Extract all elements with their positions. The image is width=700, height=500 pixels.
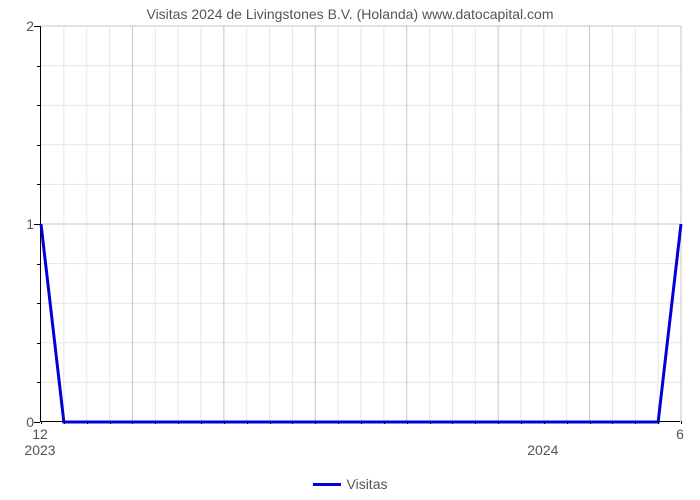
y-minor-tick-mark — [37, 105, 40, 106]
x-minor-tick-mark — [452, 421, 453, 424]
x-tick-label: 2024 — [527, 442, 558, 458]
x-minor-tick-mark — [110, 421, 111, 424]
y-tick-label: 0 — [0, 414, 34, 430]
chart-series-line — [41, 26, 681, 422]
y-minor-tick-mark — [37, 184, 40, 185]
x-minor-tick-mark — [315, 421, 316, 424]
x-minor-tick-mark — [64, 421, 65, 424]
x-minor-tick-mark — [544, 421, 545, 424]
x-minor-tick-mark — [338, 421, 339, 424]
x-minor-tick-mark — [567, 421, 568, 424]
x-minor-tick-mark — [155, 421, 156, 424]
x-minor-tick-mark — [178, 421, 179, 424]
y-minor-tick-mark — [37, 145, 40, 146]
legend-label: Visitas — [347, 476, 388, 492]
y-tick-mark — [34, 422, 40, 423]
y-minor-tick-mark — [37, 66, 40, 67]
x-minor-tick-mark — [635, 421, 636, 424]
chart-legend: Visitas — [0, 476, 700, 492]
x-minor-tick-mark — [292, 421, 293, 424]
x-tick-label: 12 — [32, 426, 48, 442]
x-minor-tick-mark — [475, 421, 476, 424]
x-minor-tick-mark — [612, 421, 613, 424]
x-minor-tick-mark — [430, 421, 431, 424]
x-minor-tick-mark — [384, 421, 385, 424]
y-tick-label: 2 — [0, 18, 34, 34]
x-minor-tick-mark — [681, 421, 682, 424]
x-minor-tick-mark — [658, 421, 659, 424]
x-minor-tick-mark — [132, 421, 133, 424]
x-tick-label: 6 — [676, 426, 684, 442]
x-minor-tick-mark — [361, 421, 362, 424]
x-minor-tick-mark — [270, 421, 271, 424]
y-tick-label: 1 — [0, 216, 34, 232]
x-minor-tick-mark — [498, 421, 499, 424]
y-minor-tick-mark — [37, 264, 40, 265]
x-minor-tick-mark — [87, 421, 88, 424]
legend-swatch — [313, 483, 341, 486]
y-tick-mark — [34, 224, 40, 225]
x-minor-tick-mark — [41, 421, 42, 424]
y-minor-tick-mark — [37, 303, 40, 304]
chart-plot-area — [40, 26, 680, 422]
chart-title: Visitas 2024 de Livingstones B.V. (Holan… — [0, 6, 700, 22]
x-minor-tick-mark — [224, 421, 225, 424]
x-minor-tick-mark — [590, 421, 591, 424]
y-tick-mark — [34, 26, 40, 27]
x-tick-label: 2023 — [24, 442, 55, 458]
y-minor-tick-mark — [37, 382, 40, 383]
x-minor-tick-mark — [407, 421, 408, 424]
y-minor-tick-mark — [37, 343, 40, 344]
x-minor-tick-mark — [201, 421, 202, 424]
x-minor-tick-mark — [247, 421, 248, 424]
x-minor-tick-mark — [521, 421, 522, 424]
